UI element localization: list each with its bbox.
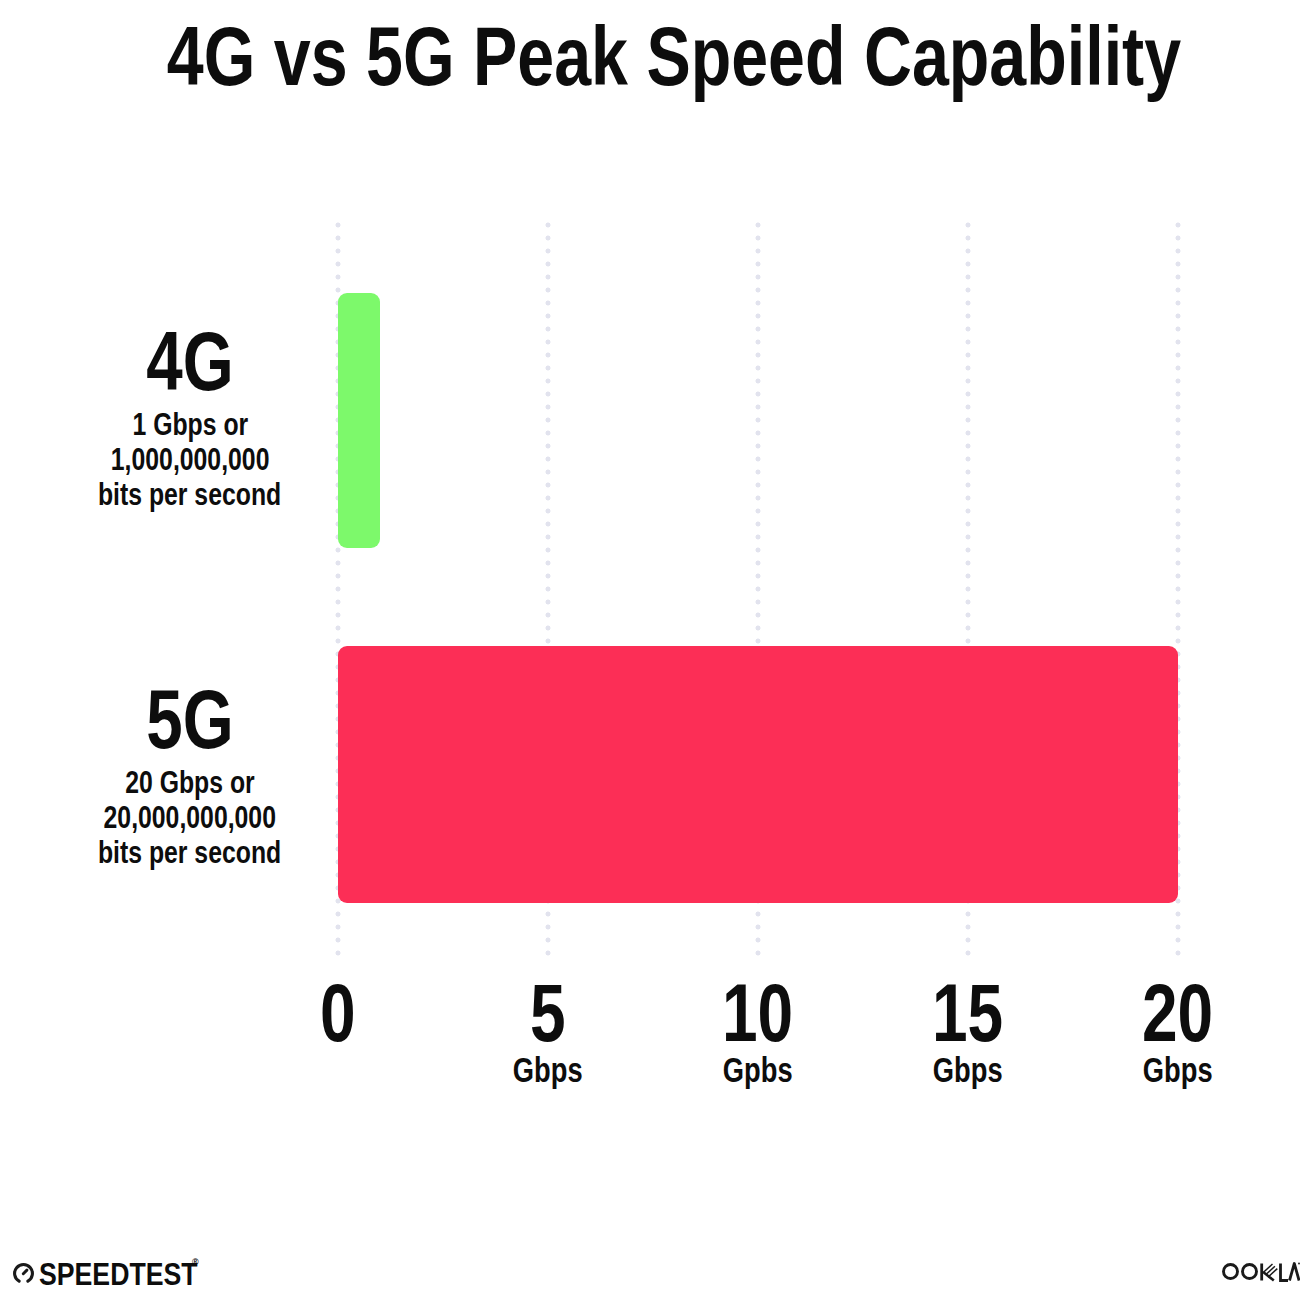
row-sublabel-line: 1,000,000,000: [30, 442, 350, 477]
ookla-wordmark: [1222, 1262, 1300, 1282]
x-tick-unit: Gbps: [1068, 1052, 1288, 1087]
row-sublabel-line: 1 Gbps or: [30, 407, 350, 442]
row-sublabel-line: bits per second: [30, 477, 350, 512]
row-sublabel-line: 20,000,000,000: [30, 800, 350, 835]
row-sublabel-5g: 20 Gbps or20,000,000,000bits per second: [30, 765, 350, 870]
row-sublabel-line: 20 Gbps or: [30, 765, 350, 800]
row-label-5g: 5G: [30, 677, 350, 761]
speedtest-wordmark: SPEEDTEST: [39, 1257, 198, 1293]
row-label-4g: 4G: [30, 319, 350, 403]
x-tick-label: 5: [438, 972, 658, 1054]
chart-title: 4G vs 5G Peak Speed Capability: [20, 14, 1308, 98]
x-tick-label: 15: [858, 972, 1078, 1054]
row-sublabel-4g: 1 Gbps or1,000,000,000bits per second: [30, 407, 350, 512]
bar-5g: [338, 646, 1178, 903]
x-tick-unit: Gbps: [858, 1052, 1078, 1087]
x-tick-label: 0: [228, 972, 448, 1054]
x-tick-unit: Gpbs: [648, 1052, 868, 1087]
x-tick-label: 10: [648, 972, 868, 1054]
registered-mark: ®: [192, 1257, 199, 1267]
x-tick-unit: Gbps: [438, 1052, 658, 1087]
x-tick-label: 20: [1068, 972, 1288, 1054]
speedtest-gauge-icon: [12, 1262, 35, 1285]
infographic: 4G vs 5G Peak Speed Capability 05Gbps10G…: [0, 0, 1308, 1315]
row-sublabel-line: bits per second: [30, 835, 350, 870]
